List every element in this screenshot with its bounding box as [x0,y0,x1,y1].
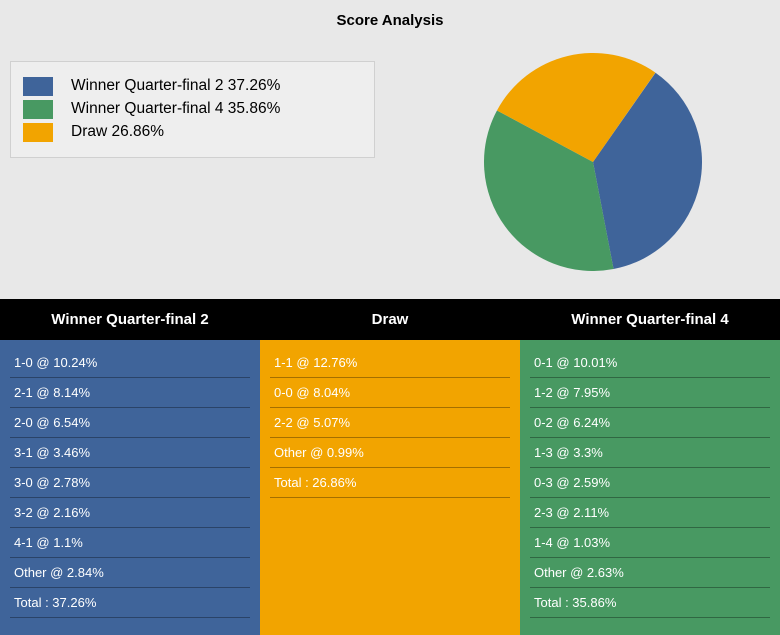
score-row: 2-1 @ 8.14% [10,378,250,408]
score-row: 0-1 @ 10.01% [530,348,770,378]
score-row: 1-2 @ 7.95% [530,378,770,408]
score-row: 3-2 @ 2.16% [10,498,250,528]
score-row: 1-4 @ 1.03% [530,528,770,558]
legend-box: Winner Quarter-final 2 37.26%Winner Quar… [10,61,375,158]
score-row: 2-3 @ 2.11% [530,498,770,528]
page-title: Score Analysis [0,0,780,47]
column-header: Winner Quarter-final 4 [520,299,780,340]
score-row: 0-3 @ 2.59% [530,468,770,498]
legend-swatch [23,100,53,119]
column-body: 1-1 @ 12.76%0-0 @ 8.04%2-2 @ 5.07%Other … [260,340,520,635]
score-row: Other @ 2.63% [530,558,770,588]
score-row: 3-1 @ 3.46% [10,438,250,468]
top-section: Winner Quarter-final 2 37.26%Winner Quar… [0,47,780,271]
score-row: 1-0 @ 10.24% [10,348,250,378]
column-header: Draw [260,299,520,340]
score-row: Total : 35.86% [530,588,770,618]
score-columns: Winner Quarter-final 21-0 @ 10.24%2-1 @ … [0,299,780,635]
legend-item: Winner Quarter-final 4 35.86% [23,99,354,120]
legend-label: Winner Quarter-final 2 37.26% [71,76,280,97]
legend-swatch [23,123,53,142]
score-row: 4-1 @ 1.1% [10,528,250,558]
column-body: 1-0 @ 10.24%2-1 @ 8.14%2-0 @ 6.54%3-1 @ … [0,340,260,635]
column-body: 0-1 @ 10.01%1-2 @ 7.95%0-2 @ 6.24%1-3 @ … [520,340,780,635]
pie-wrap [415,47,770,271]
score-column: Winner Quarter-final 21-0 @ 10.24%2-1 @ … [0,299,260,635]
pie-chart [484,53,702,271]
score-row: Total : 26.86% [270,468,510,498]
score-row: 3-0 @ 2.78% [10,468,250,498]
score-column: Winner Quarter-final 40-1 @ 10.01%1-2 @ … [520,299,780,635]
score-row: 2-0 @ 6.54% [10,408,250,438]
legend-item: Draw 26.86% [23,122,354,143]
score-row: 1-3 @ 3.3% [530,438,770,468]
score-row: Other @ 2.84% [10,558,250,588]
score-row: 1-1 @ 12.76% [270,348,510,378]
legend-swatch [23,77,53,96]
score-row: Other @ 0.99% [270,438,510,468]
legend-label: Draw 26.86% [71,122,164,143]
column-header: Winner Quarter-final 2 [0,299,260,340]
legend-item: Winner Quarter-final 2 37.26% [23,76,354,97]
score-row: 2-2 @ 5.07% [270,408,510,438]
score-column: Draw1-1 @ 12.76%0-0 @ 8.04%2-2 @ 5.07%Ot… [260,299,520,635]
score-row: 0-0 @ 8.04% [270,378,510,408]
legend-label: Winner Quarter-final 4 35.86% [71,99,280,120]
score-row: Total : 37.26% [10,588,250,618]
score-row: 0-2 @ 6.24% [530,408,770,438]
